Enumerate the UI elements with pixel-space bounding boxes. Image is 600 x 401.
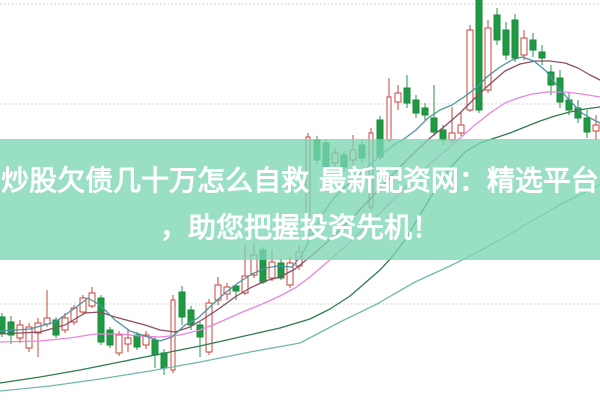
candle-body-down: [0, 316, 6, 334]
candle-body-up: [466, 29, 474, 111]
candle-body-down: [583, 117, 591, 133]
candle-body-down: [232, 285, 240, 292]
candle-body-down: [493, 14, 501, 41]
candle-body-down: [7, 321, 15, 336]
candle-body-down: [502, 29, 510, 56]
candle-body-up: [386, 96, 392, 141]
candle-body-down: [421, 107, 429, 116]
candle-body-down: [412, 99, 420, 114]
candle-body-up: [268, 261, 276, 279]
candle-body-down: [133, 334, 141, 348]
candle-body-up: [79, 297, 87, 313]
banner-title-line-1: 炒股欠债几十万怎么自救 最新配资网：精选平台: [1, 164, 599, 197]
candle-body-down: [277, 262, 285, 279]
candle-body-up: [223, 286, 231, 295]
candle-body-up: [520, 37, 528, 56]
candle-body-down: [574, 107, 582, 119]
candle-body-down: [475, 0, 483, 111]
candle-body-down: [403, 87, 411, 104]
candle-body-down: [529, 39, 537, 51]
candle-body-up: [61, 317, 69, 331]
candle-body-down: [178, 291, 186, 318]
candle-body-up: [25, 326, 33, 349]
candle-body-up: [124, 337, 132, 345]
candle-body-down: [97, 297, 105, 343]
candle-body-up: [241, 275, 249, 294]
banner-title-line-2: ，助您把握投资先机！: [159, 211, 440, 244]
candle-body-down: [511, 19, 519, 59]
candle-body-up: [457, 124, 465, 134]
promo-banner: 炒股欠债几十万怎么自救 最新配资网：精选平台 ，助您把握投资先机！: [0, 139, 600, 260]
candle-body-up: [16, 324, 24, 339]
candle-body-down: [430, 117, 438, 133]
candle-body-up: [88, 292, 96, 307]
candle-body-down: [160, 352, 168, 369]
candle-body-down: [106, 329, 114, 346]
candle-body-down: [187, 309, 195, 326]
candle-body-up: [142, 334, 150, 346]
candle-body-up: [394, 92, 402, 103]
candle-body-up: [484, 27, 492, 91]
candle-body-up: [115, 334, 123, 354]
candle-body-down: [538, 51, 546, 59]
candle-body-up: [592, 124, 600, 132]
candle-body-down: [151, 339, 159, 356]
